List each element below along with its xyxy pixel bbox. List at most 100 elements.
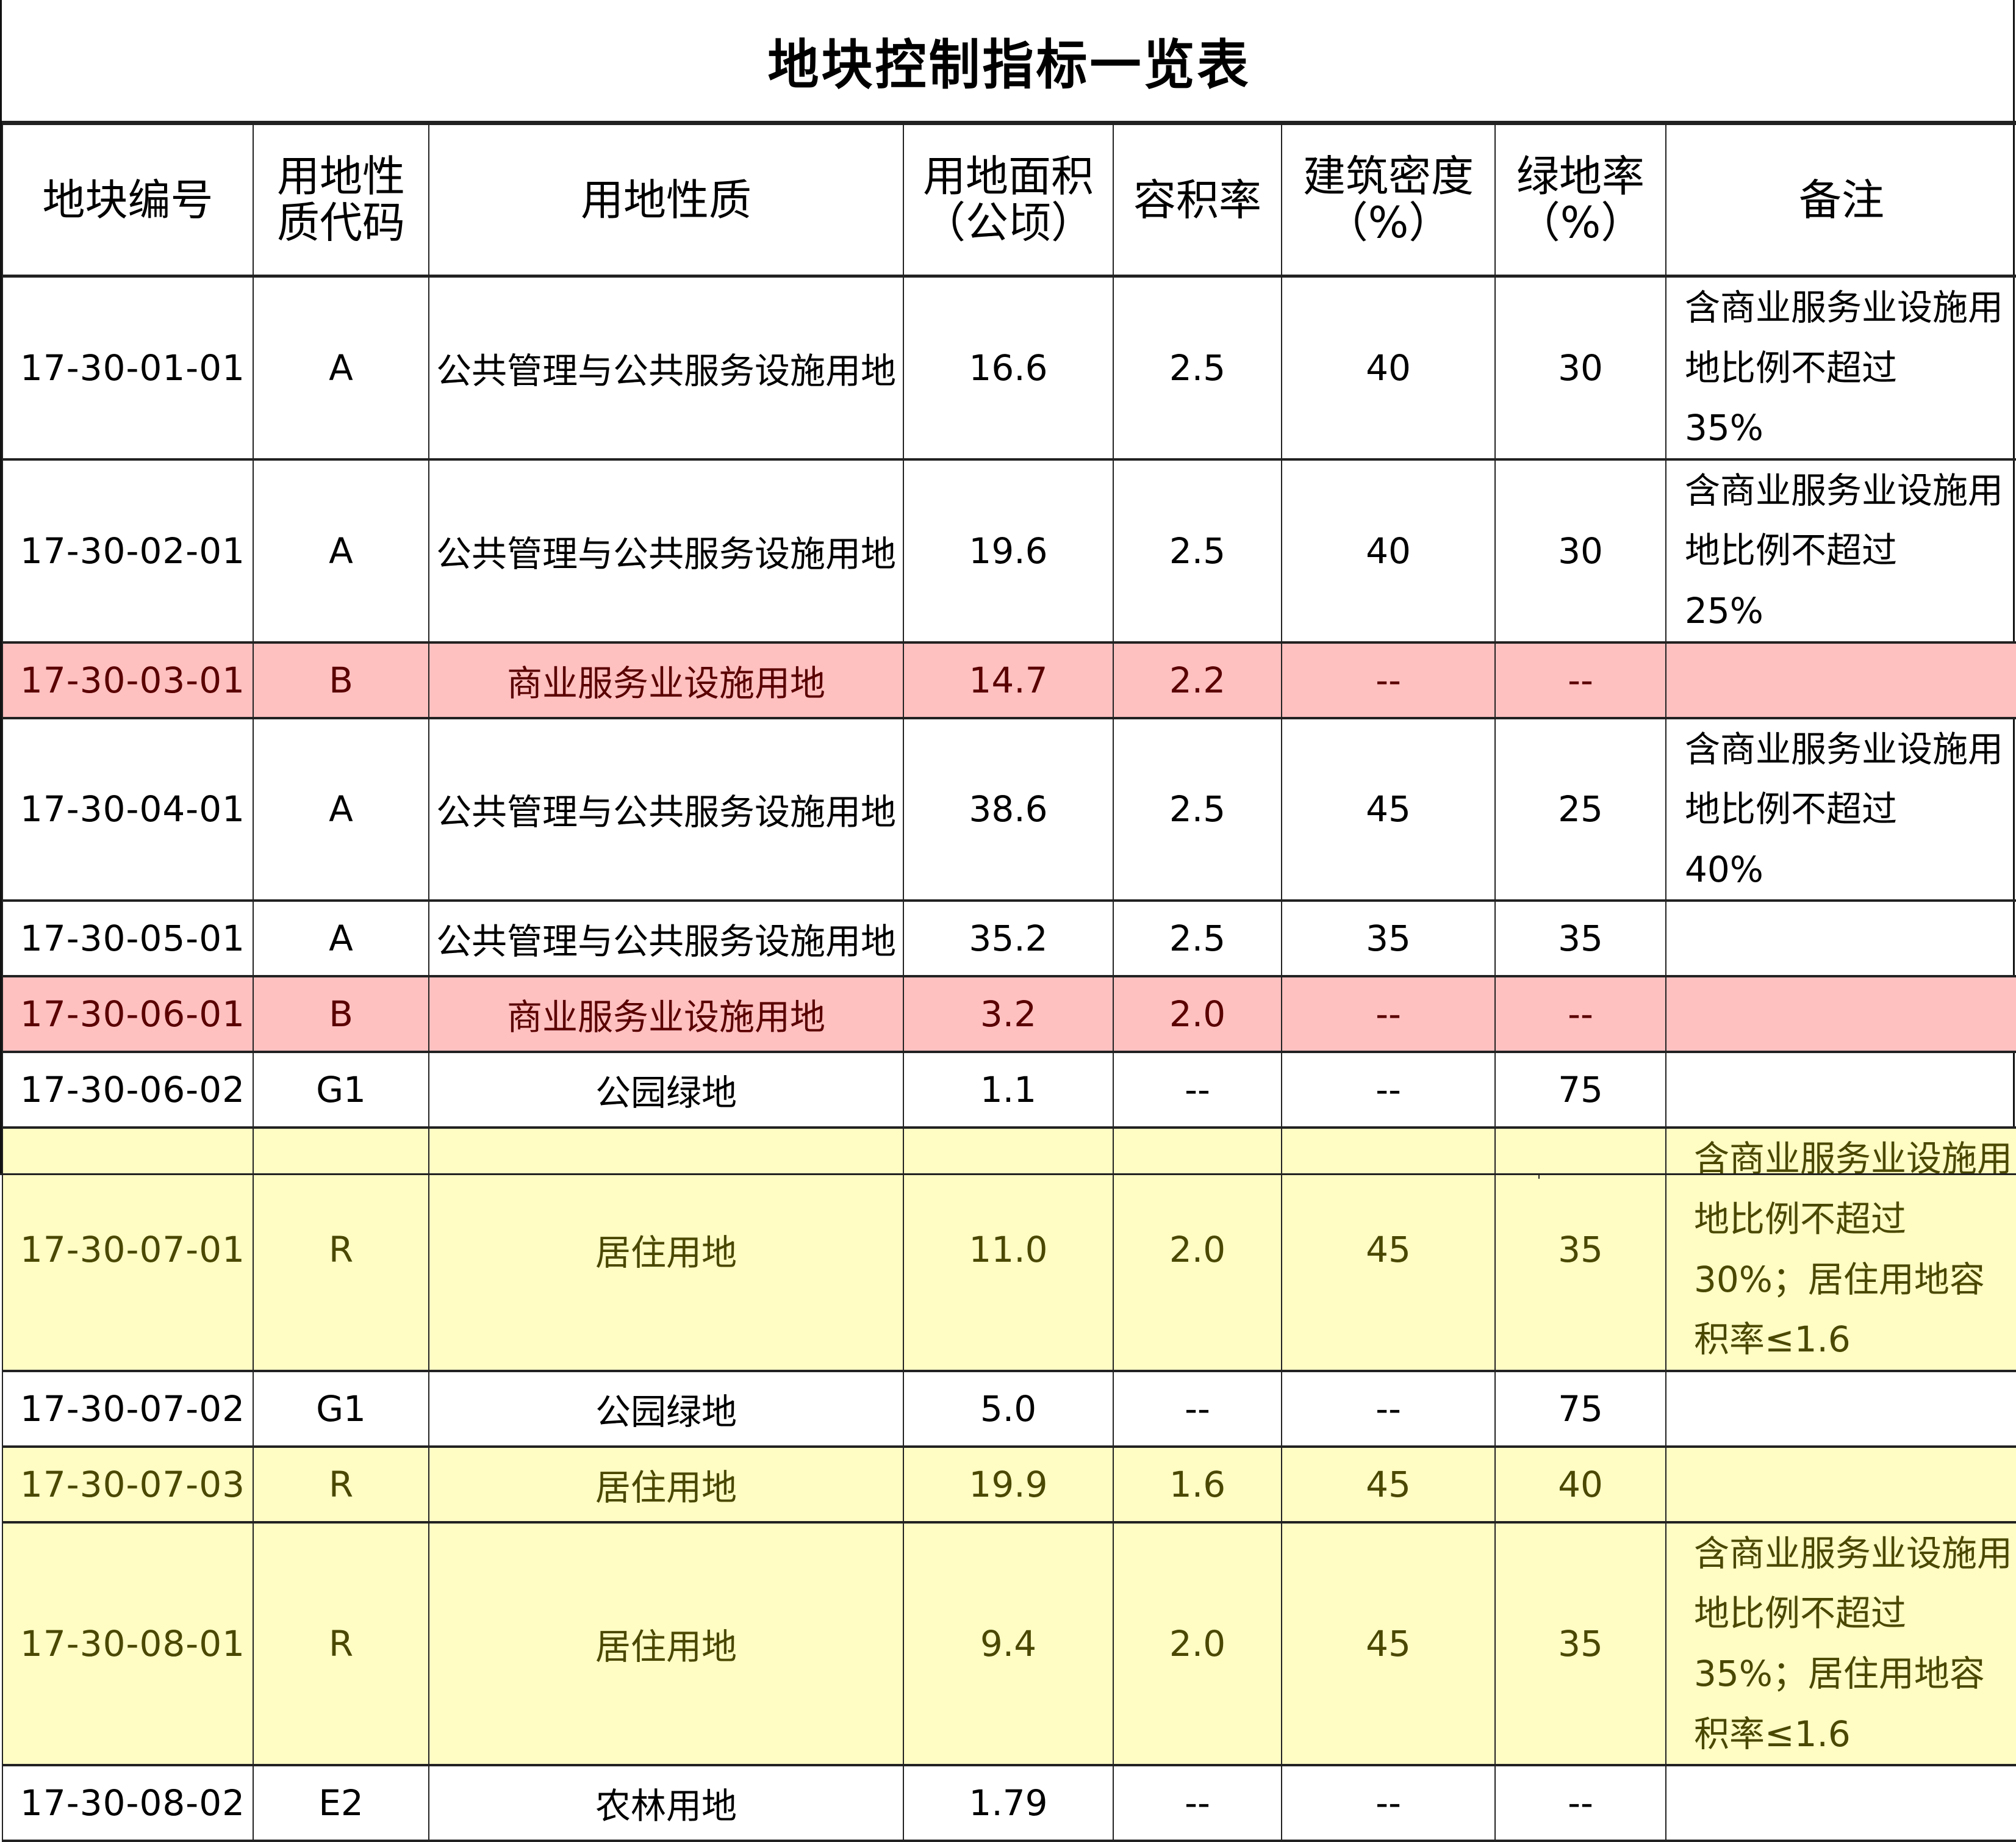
table-row: 17-30-05-01 A 公共管理与公共服务设施用地 35.2 2.5 35 … bbox=[2, 900, 2016, 978]
header-density-line2: （%） bbox=[1325, 197, 1452, 248]
cell-land-use: 商业服务业设施用地 bbox=[428, 641, 904, 719]
cell-green-ratio: -- bbox=[1494, 641, 1666, 719]
cell-green-ratio: 30 bbox=[1494, 458, 1666, 644]
cell-land-use-code: R bbox=[253, 1127, 429, 1372]
cell-far: 2.5 bbox=[1113, 458, 1282, 644]
remark-line1: 含商业服务业设施用地比例不超过 bbox=[1685, 728, 2004, 830]
table-row: 17-30-08-02 E2 农林用地 1.79 -- -- -- bbox=[2, 1765, 2016, 1842]
cell-land-use-code: B bbox=[253, 976, 429, 1054]
land-parcel-control-table: 地块编号 用地性 质代码 用地性质 用地面积 （公顷） 容积率 建筑密度 （%）… bbox=[2, 124, 2016, 1842]
cell-land-use-code: R bbox=[253, 1445, 429, 1524]
remark-line2: 35% bbox=[1685, 407, 1763, 449]
cell-green-ratio: 30 bbox=[1494, 275, 1666, 461]
table-row: 17-30-07-01 R 居住用地 11.0 2.0 45 35 含商业服务业… bbox=[2, 1127, 2016, 1372]
header-land-use-code-line1: 用地性 bbox=[277, 151, 405, 201]
cell-land-use-code: G1 bbox=[253, 1370, 429, 1448]
cell-land-use: 商业服务业设施用地 bbox=[428, 976, 904, 1054]
cell-density: 45 bbox=[1281, 717, 1496, 902]
cell-remarks: 含商业服务业设施用地比例不超过 35%；居住用地容积率≤1.6 bbox=[1665, 1521, 2016, 1767]
table-row: 17-30-01-01 A 公共管理与公共服务设施用地 16.6 2.5 40 … bbox=[2, 275, 2016, 461]
header-density-line1: 建筑密度 bbox=[1303, 151, 1474, 201]
cell-land-use: 公园绿地 bbox=[428, 1370, 904, 1448]
cell-density: 40 bbox=[1281, 458, 1496, 644]
cell-land-use-code: R bbox=[253, 1521, 429, 1767]
header-land-use-code: 用地性 质代码 bbox=[253, 124, 429, 278]
header-green-line2: （%） bbox=[1517, 197, 1644, 248]
cell-land-use-code: E2 bbox=[253, 1765, 429, 1842]
cell-remarks bbox=[1665, 900, 2016, 978]
cell-green-ratio: 35 bbox=[1494, 1521, 1666, 1767]
cell-density: -- bbox=[1281, 641, 1496, 719]
cell-area: 19.6 bbox=[903, 458, 1114, 644]
cell-remarks bbox=[1665, 1051, 2016, 1129]
table-row: 17-30-04-01 A 公共管理与公共服务设施用地 38.6 2.5 45 … bbox=[2, 717, 2016, 902]
remark-line2: 40% bbox=[1685, 848, 1763, 890]
cell-far: -- bbox=[1113, 1370, 1282, 1448]
cell-land-use: 公共管理与公共服务设施用地 bbox=[428, 458, 904, 644]
cell-remarks bbox=[1665, 641, 2016, 719]
cell-far: 2.5 bbox=[1113, 717, 1282, 902]
remark-line1: 含商业服务业设施用地比例不超过 bbox=[1694, 1532, 2013, 1635]
cell-density: -- bbox=[1281, 1370, 1496, 1448]
table-row: 17-30-08-01 R 居住用地 9.4 2.0 45 35 含商业服务业设… bbox=[2, 1521, 2016, 1767]
cell-density: 45 bbox=[1281, 1521, 1496, 1767]
cell-land-use-code: G1 bbox=[253, 1051, 429, 1129]
table-row: 17-30-03-01 B 商业服务业设施用地 14.7 2.2 -- -- bbox=[2, 641, 2016, 719]
cell-green-ratio: 40 bbox=[1494, 1445, 1666, 1524]
header-area: 用地面积 （公顷） bbox=[903, 124, 1114, 278]
cell-density: -- bbox=[1281, 1051, 1496, 1129]
cell-green-ratio: 35 bbox=[1494, 900, 1666, 978]
cell-land-use: 公共管理与公共服务设施用地 bbox=[428, 717, 904, 902]
header-parcel-id: 地块编号 bbox=[2, 124, 254, 278]
cell-density: 40 bbox=[1281, 275, 1496, 461]
cell-land-use-code: A bbox=[253, 458, 429, 644]
cell-parcel-id: 17-30-07-03 bbox=[2, 1445, 254, 1524]
cell-parcel-id: 17-30-06-02 bbox=[2, 1051, 254, 1129]
divider-line bbox=[1538, 1175, 1540, 1179]
remark-line2: 30%；居住用地容积率≤1.6 bbox=[1694, 1258, 1985, 1361]
cell-parcel-id: 17-30-08-01 bbox=[2, 1521, 254, 1767]
cell-parcel-id: 17-30-06-01 bbox=[2, 976, 254, 1054]
cell-parcel-id: 17-30-03-01 bbox=[2, 641, 254, 719]
cell-far: 2.5 bbox=[1113, 900, 1282, 978]
table-header-row: 地块编号 用地性 质代码 用地性质 用地面积 （公顷） 容积率 建筑密度 （%）… bbox=[2, 124, 2016, 278]
cell-area: 1.79 bbox=[903, 1765, 1114, 1842]
header-land-use: 用地性质 bbox=[428, 124, 904, 278]
remark-line2: 35%；居住用地容积率≤1.6 bbox=[1694, 1652, 1985, 1755]
cell-remarks bbox=[1665, 1445, 2016, 1524]
header-land-use-code-line2: 质代码 bbox=[277, 197, 405, 248]
cell-green-ratio: -- bbox=[1494, 976, 1666, 1054]
cell-land-use: 居住用地 bbox=[428, 1521, 904, 1767]
header-far: 容积率 bbox=[1113, 124, 1282, 278]
cell-parcel-id: 17-30-04-01 bbox=[2, 717, 254, 902]
header-green-line1: 绿地率 bbox=[1516, 151, 1645, 201]
page-bottom-edge bbox=[0, 1173, 2016, 1179]
cell-remarks: 含商业服务业设施用地比例不超过 25% bbox=[1665, 458, 2016, 644]
cell-far: 1.6 bbox=[1113, 1445, 1282, 1524]
cell-far: 2.2 bbox=[1113, 641, 1282, 719]
cell-area: 9.4 bbox=[903, 1521, 1114, 1767]
cell-land-use-code: A bbox=[253, 717, 429, 902]
cell-green-ratio: 25 bbox=[1494, 717, 1666, 902]
cell-remarks: 含商业服务业设施用地比例不超过 30%；居住用地容积率≤1.6 bbox=[1665, 1127, 2016, 1372]
cell-remarks bbox=[1665, 976, 2016, 1054]
cell-area: 1.1 bbox=[903, 1051, 1114, 1129]
cell-land-use: 公共管理与公共服务设施用地 bbox=[428, 900, 904, 978]
cell-land-use: 农林用地 bbox=[428, 1765, 904, 1842]
cell-green-ratio: 75 bbox=[1494, 1370, 1666, 1448]
cell-far: -- bbox=[1113, 1765, 1282, 1842]
cell-remarks: 含商业服务业设施用地比例不超过 40% bbox=[1665, 717, 2016, 902]
cell-density: 45 bbox=[1281, 1127, 1496, 1372]
cell-parcel-id: 17-30-02-01 bbox=[2, 458, 254, 644]
cell-area: 3.2 bbox=[903, 976, 1114, 1054]
cell-far: 2.0 bbox=[1113, 1127, 1282, 1372]
cell-density: 45 bbox=[1281, 1445, 1496, 1524]
cell-parcel-id: 17-30-01-01 bbox=[2, 275, 254, 461]
cell-parcel-id: 17-30-07-02 bbox=[2, 1370, 254, 1448]
header-area-line2: （公顷） bbox=[923, 197, 1094, 248]
cell-remarks bbox=[1665, 1765, 2016, 1842]
table-row: 17-30-06-02 G1 公园绿地 1.1 -- -- 75 bbox=[2, 1051, 2016, 1129]
cell-area: 35.2 bbox=[903, 900, 1114, 978]
cell-area: 38.6 bbox=[903, 717, 1114, 902]
